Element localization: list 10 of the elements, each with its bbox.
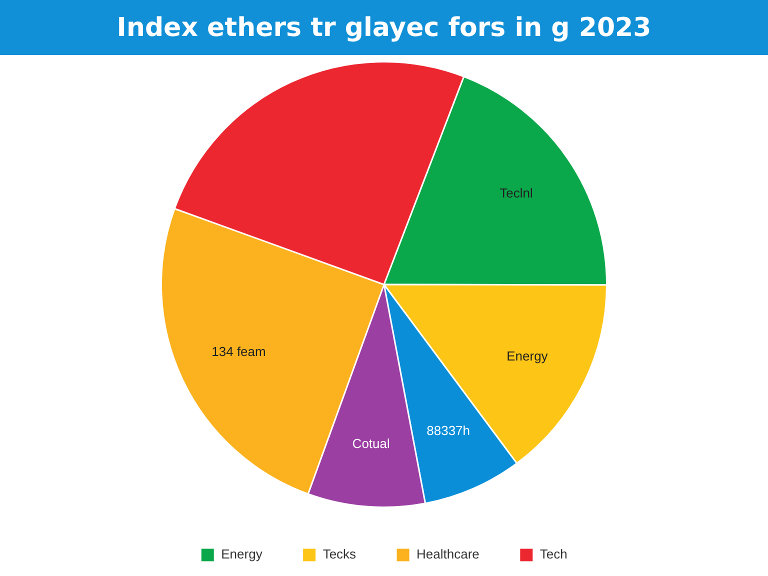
- chart-title: Index ethers tr glayec fors in g 2023: [0, 0, 768, 55]
- legend-label: Healthcare: [416, 546, 480, 562]
- text: 134 feam: [212, 344, 266, 360]
- legend-label: Tech: [540, 546, 568, 562]
- text: Cotual: [352, 436, 390, 451]
- text: 88337h: [426, 423, 470, 438]
- legend-label: Energy: [221, 546, 263, 562]
- text: Energy: [506, 348, 548, 364]
- legend-label: Tecks: [322, 546, 357, 562]
- text: Teclnl: [500, 185, 533, 200]
